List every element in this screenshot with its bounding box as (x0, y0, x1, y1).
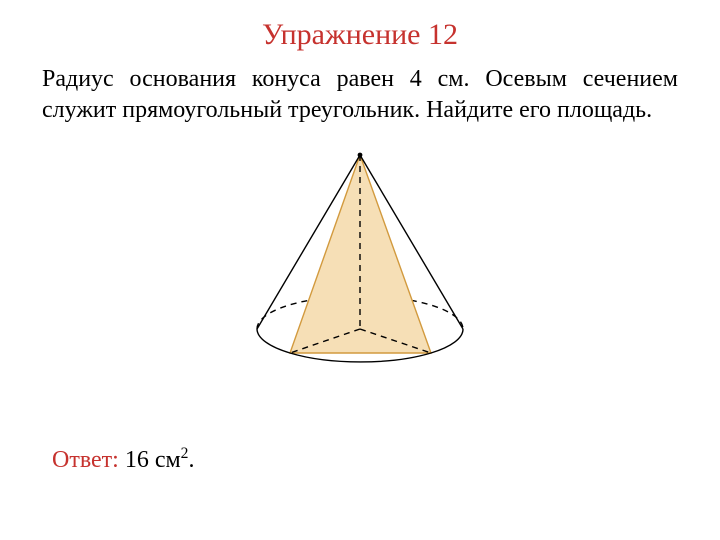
answer-value: 16 см2. (119, 447, 195, 473)
cone-svg (230, 143, 490, 373)
exercise-title: Упражнение 12 (42, 18, 678, 52)
answer: Ответ: 16 см2. (52, 445, 194, 474)
cone-figure (42, 143, 678, 373)
slide: Упражнение 12 Радиус основания конуса ра… (0, 0, 720, 540)
problem-text: Радиус основания конуса равен 4 см. Осев… (42, 64, 678, 125)
answer-label: Ответ: (52, 447, 119, 473)
